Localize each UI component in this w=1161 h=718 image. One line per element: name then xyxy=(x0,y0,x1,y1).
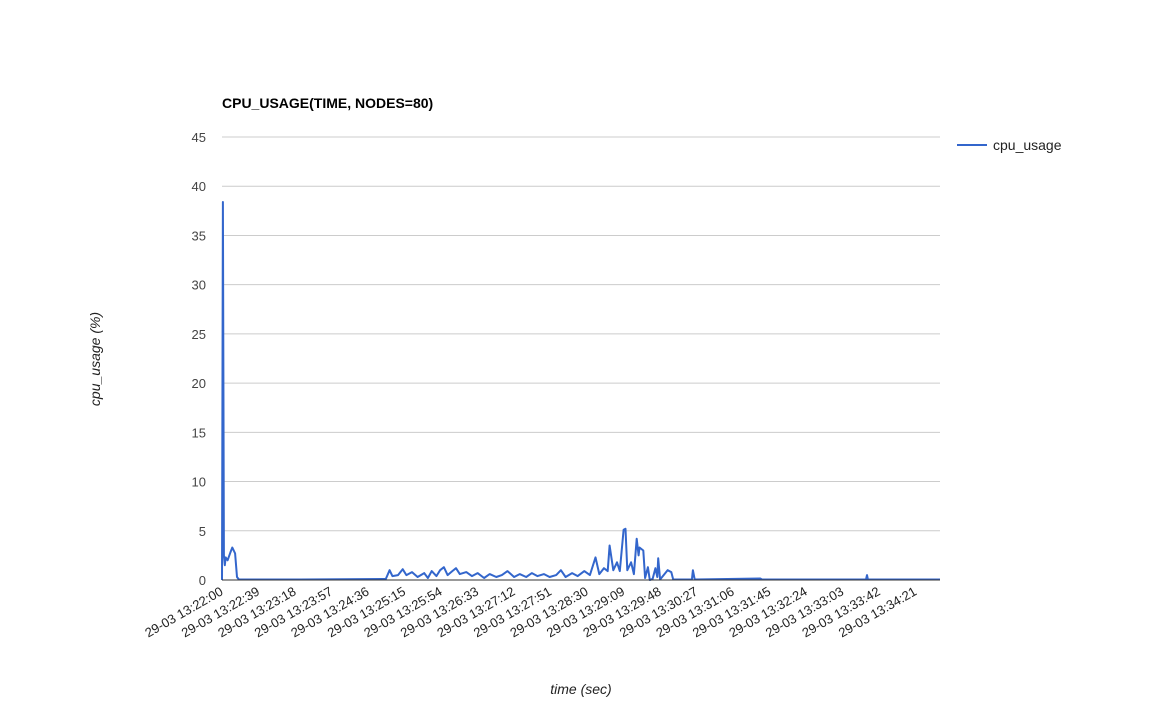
legend-label: cpu_usage xyxy=(993,137,1062,153)
y-axis-label: cpu_usage (%) xyxy=(87,312,103,406)
gridlines xyxy=(222,136,940,532)
y-tick-label: 10 xyxy=(192,475,206,490)
series-layer xyxy=(221,201,940,581)
y-tick-label: 0 xyxy=(199,573,206,588)
y-tick-label: 30 xyxy=(192,278,206,293)
x-axis-label: time (sec) xyxy=(550,681,611,697)
series-line-cpu_usage xyxy=(221,201,940,581)
y-tick-label: 15 xyxy=(192,425,206,440)
y-tick-label: 5 xyxy=(199,524,206,539)
y-tick-label: 20 xyxy=(192,376,206,391)
y-tick-label: 45 xyxy=(192,130,206,145)
y-tick-label: 25 xyxy=(192,327,206,342)
y-tick-label: 35 xyxy=(192,228,206,243)
chart-title: CPU_USAGE(TIME, NODES=80) xyxy=(222,95,433,111)
y-tick-label: 40 xyxy=(192,179,206,194)
legend[interactable]: cpu_usage xyxy=(957,137,1062,153)
y-axis-ticks: 0 5 10 15 20 25 30 35 40 45 xyxy=(192,130,206,588)
